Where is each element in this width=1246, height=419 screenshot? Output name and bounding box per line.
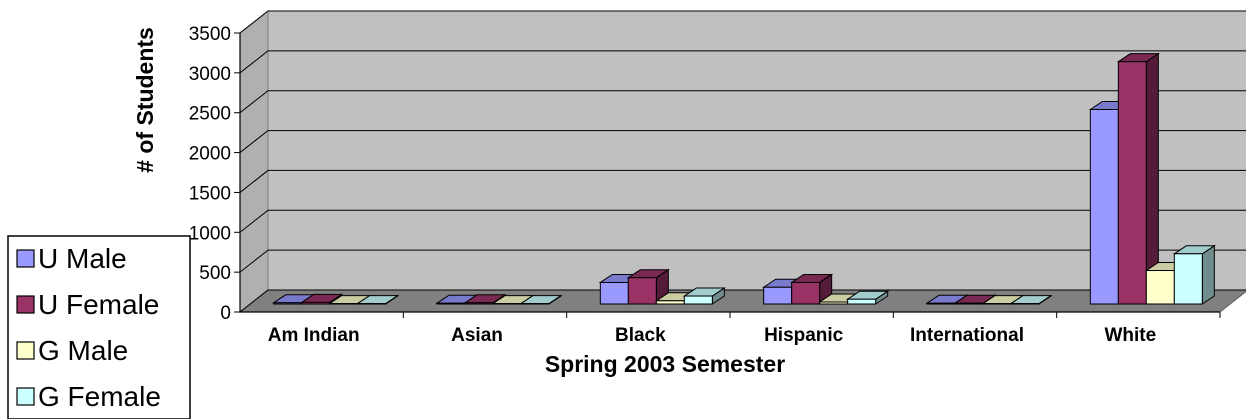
y-tick-label: 3500	[189, 24, 231, 45]
gridline	[239, 209, 1246, 233]
legend-entry-label: G Male	[38, 335, 128, 366]
bars	[272, 52, 1216, 305]
y-tick-label: 2500	[189, 104, 231, 125]
gridline	[239, 130, 1246, 153]
bar-front	[926, 302, 956, 305]
bar-g-female	[356, 294, 400, 305]
gridline	[239, 289, 1246, 313]
bar-front	[763, 286, 793, 305]
legend-entry-label: G Female	[38, 381, 161, 412]
bar-front	[301, 301, 331, 305]
y-tick-label: 1000	[189, 223, 231, 244]
bar-g-female	[519, 294, 563, 305]
legend-swatch	[16, 249, 35, 268]
legend-box	[7, 235, 191, 419]
bar-front	[464, 302, 494, 305]
bar-front	[436, 302, 466, 305]
x-category-label: Hispanic	[764, 325, 844, 346]
bar-front	[847, 298, 877, 305]
gridline	[239, 90, 1246, 114]
x-axis-categories: Am Indian Asian Black Hispanic International…	[268, 312, 1221, 346]
gridline	[239, 249, 1246, 273]
y-tick-label: 2000	[189, 144, 231, 165]
bar-g-female	[682, 287, 726, 305]
side-wall	[239, 9, 269, 314]
bar-front	[683, 295, 713, 305]
bar-u-female	[1116, 52, 1160, 305]
bar-front	[273, 302, 303, 305]
bar-front	[954, 302, 984, 305]
bar-front	[655, 300, 685, 305]
x-category-label: Black	[615, 325, 666, 346]
gridline	[239, 169, 1246, 193]
bar-side	[1201, 244, 1215, 305]
x-category-label: White	[1104, 325, 1156, 346]
x-category-label: International	[910, 325, 1024, 346]
legend-entry-label: U Female	[38, 289, 159, 320]
bar-g-female	[1172, 244, 1216, 305]
bar-front	[1173, 253, 1203, 305]
bar-front	[791, 281, 821, 305]
legend: U Male U Female G Male G Female	[7, 235, 191, 419]
gridlines	[239, 10, 1246, 313]
bar-front	[627, 277, 657, 305]
bar-front	[819, 301, 849, 305]
y-tick-label: 0	[220, 303, 231, 324]
bar-g-female	[1009, 294, 1053, 305]
legend-entry-label: U Male	[38, 243, 127, 274]
bar-front	[1117, 61, 1147, 305]
x-category-label: Asian	[451, 325, 503, 346]
x-axis-title: Spring 2003 Semester	[545, 351, 785, 377]
y-axis-title: # of Students	[132, 27, 158, 173]
legend-swatch	[16, 295, 35, 314]
y-tick-label: 1500	[189, 183, 231, 204]
bar-front	[599, 281, 629, 305]
y-tick-label: 500	[199, 263, 231, 284]
x-category-label: Am Indian	[268, 325, 360, 346]
gridline	[239, 10, 1246, 34]
y-tick-label: 3000	[189, 64, 231, 85]
bar-front	[1145, 270, 1175, 305]
bar-g-female	[846, 290, 890, 305]
bar-front	[1089, 108, 1119, 305]
legend-swatch	[16, 387, 35, 406]
gridline	[239, 50, 1246, 74]
legend-swatch	[16, 341, 35, 360]
